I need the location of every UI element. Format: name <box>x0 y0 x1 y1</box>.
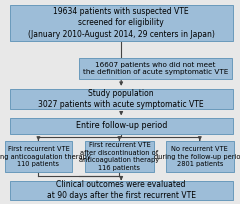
FancyBboxPatch shape <box>10 181 233 200</box>
FancyBboxPatch shape <box>166 141 234 172</box>
FancyBboxPatch shape <box>5 141 72 172</box>
FancyBboxPatch shape <box>10 5 233 41</box>
Text: Clinical outcomes were evaluated
at 90 days after the first recurrent VTE: Clinical outcomes were evaluated at 90 d… <box>47 180 196 200</box>
FancyBboxPatch shape <box>85 141 154 172</box>
FancyBboxPatch shape <box>79 58 232 79</box>
Text: Entire follow-up period: Entire follow-up period <box>76 121 167 131</box>
Text: First recurrent VTE
during anticoagulation therapy
110 patients: First recurrent VTE during anticoagulati… <box>0 146 90 167</box>
Text: 19634 patients with suspected VTE
screened for eligibility
(January 2010-August : 19634 patients with suspected VTE screen… <box>28 7 215 39</box>
Text: First recurrent VTE
after discontinuation of
anticoagulation therapy
116 patient: First recurrent VTE after discontinuatio… <box>79 142 159 171</box>
FancyBboxPatch shape <box>10 89 233 109</box>
FancyBboxPatch shape <box>10 118 233 134</box>
Text: 16607 patients who did not meet
the definition of acute symptomatic VTE: 16607 patients who did not meet the defi… <box>83 62 228 75</box>
Text: Study population
3027 patients with acute symptomatic VTE: Study population 3027 patients with acut… <box>38 89 204 109</box>
Text: No recurrent VTE
during the follow-up period
2801 patients: No recurrent VTE during the follow-up pe… <box>154 146 240 167</box>
